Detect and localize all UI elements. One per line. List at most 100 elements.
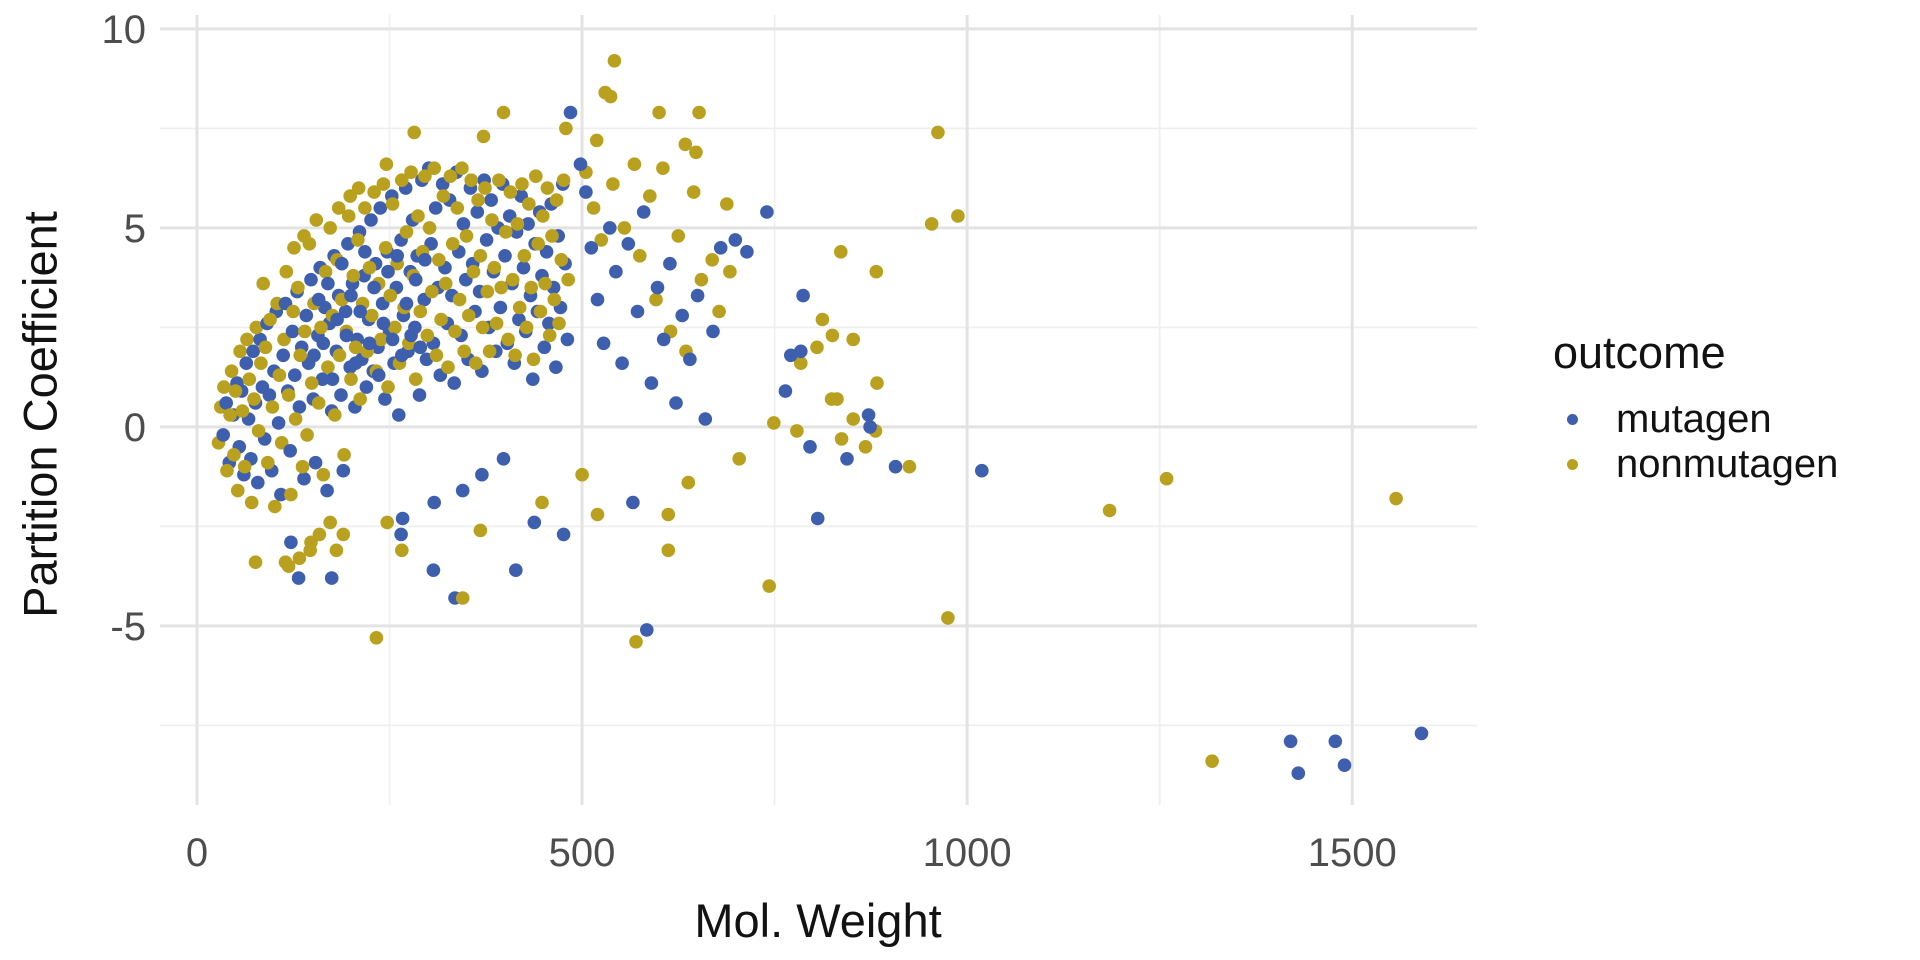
data-point-mutagen bbox=[424, 237, 438, 251]
data-point-mutagen bbox=[456, 217, 471, 231]
data-point-nonmutagen bbox=[385, 197, 400, 211]
data-point-nonmutagen bbox=[529, 169, 543, 183]
data-point-nonmutagen bbox=[312, 527, 327, 542]
data-point-nonmutagen bbox=[374, 332, 388, 347]
data-point-nonmutagen bbox=[318, 264, 333, 279]
legend-item-nonmutagen: nonmutagen bbox=[1553, 442, 1838, 487]
data-point-nonmutagen bbox=[505, 272, 520, 287]
data-point-nonmutagen bbox=[834, 432, 849, 446]
data-point-nonmutagen bbox=[522, 197, 536, 211]
x-tick-label: 1000 bbox=[923, 831, 1012, 875]
data-point-nonmutagen bbox=[512, 300, 527, 315]
data-point-nonmutagen bbox=[462, 308, 476, 323]
data-point-nonmutagen bbox=[452, 292, 467, 307]
data-point-nonmutagen bbox=[256, 276, 271, 291]
data-point-mutagen bbox=[596, 336, 611, 351]
data-point-nonmutagen bbox=[552, 316, 566, 331]
data-point-mutagen bbox=[412, 388, 427, 402]
data-point-mutagen bbox=[408, 272, 423, 287]
data-point-mutagen bbox=[760, 205, 774, 219]
data-point-mutagen bbox=[307, 348, 321, 363]
data-point-nonmutagen bbox=[606, 177, 620, 191]
data-point-nonmutagen bbox=[590, 507, 605, 522]
data-point-nonmutagen bbox=[732, 452, 746, 466]
data-point-mutagen bbox=[1328, 734, 1343, 749]
data-point-mutagen bbox=[276, 348, 291, 363]
data-point-nonmutagen bbox=[480, 284, 495, 299]
data-point-nonmutagen bbox=[279, 264, 294, 279]
legend-item-mutagen: mutagen bbox=[1553, 397, 1838, 442]
data-point-nonmutagen bbox=[251, 424, 266, 438]
data-point-nonmutagen bbox=[436, 189, 451, 203]
data-point-mutagen bbox=[418, 252, 432, 267]
data-point-nonmutagen bbox=[561, 272, 575, 287]
data-point-nonmutagen bbox=[542, 328, 557, 343]
data-point-nonmutagen bbox=[902, 459, 917, 474]
data-point-nonmutagen bbox=[678, 137, 693, 152]
data-point-mutagen bbox=[304, 272, 318, 287]
data-point-mutagen bbox=[371, 368, 386, 383]
data-point-nonmutagen bbox=[694, 272, 709, 287]
data-point-mutagen bbox=[794, 344, 808, 359]
data-point-mutagen bbox=[706, 324, 720, 339]
data-point-nonmutagen bbox=[790, 424, 804, 438]
data-point-mutagen bbox=[315, 372, 330, 387]
data-point-mutagen bbox=[394, 527, 408, 542]
data-point-nonmutagen bbox=[314, 320, 328, 335]
data-point-nonmutagen bbox=[220, 463, 234, 478]
data-point-nonmutagen bbox=[531, 237, 545, 251]
data-point-nonmutagen bbox=[499, 225, 513, 239]
data-point-nonmutagen bbox=[475, 320, 490, 335]
data-point-mutagen bbox=[404, 328, 418, 343]
data-point-nonmutagen bbox=[227, 448, 241, 462]
data-point-nonmutagen bbox=[379, 157, 394, 171]
data-point-nonmutagen bbox=[450, 201, 465, 215]
data-point-mutagen bbox=[484, 193, 499, 207]
data-point-nonmutagen bbox=[661, 507, 676, 522]
data-point-mutagen bbox=[399, 296, 414, 311]
data-point-nonmutagen bbox=[473, 523, 488, 538]
data-point-nonmutagen bbox=[321, 360, 335, 375]
data-point-mutagen bbox=[344, 288, 358, 303]
data-point-nonmutagen bbox=[407, 125, 422, 140]
data-point-nonmutagen bbox=[643, 189, 657, 203]
data-point-nonmutagen bbox=[671, 229, 686, 243]
data-point-mutagen bbox=[284, 535, 298, 550]
nonmutagen-dot-icon bbox=[1567, 459, 1578, 470]
data-point-nonmutagen bbox=[231, 483, 245, 498]
mutagen-dot-icon bbox=[1567, 414, 1578, 425]
data-point-nonmutagen bbox=[328, 408, 342, 422]
data-point-mutagen bbox=[311, 292, 326, 307]
data-point-mutagen bbox=[292, 400, 307, 414]
data-point-nonmutagen bbox=[341, 209, 356, 223]
data-point-mutagen bbox=[338, 304, 353, 319]
data-point-nonmutagen bbox=[445, 237, 460, 251]
data-point-mutagen bbox=[621, 237, 636, 251]
data-point-nonmutagen bbox=[224, 364, 239, 379]
data-point-mutagen bbox=[690, 288, 705, 303]
data-point-nonmutagen bbox=[300, 428, 314, 442]
data-point-nonmutagen bbox=[496, 105, 511, 120]
data-point-nonmutagen bbox=[443, 169, 458, 183]
data-point-nonmutagen bbox=[661, 543, 676, 558]
data-point-mutagen bbox=[516, 260, 531, 275]
data-point-nonmutagen bbox=[815, 312, 830, 327]
data-point-nonmutagen bbox=[473, 249, 488, 263]
data-point-mutagen bbox=[426, 563, 441, 577]
data-point-mutagen bbox=[373, 201, 388, 215]
data-point-mutagen bbox=[427, 495, 442, 510]
data-point-nonmutagen bbox=[404, 165, 418, 179]
data-point-mutagen bbox=[683, 352, 697, 367]
data-point-mutagen bbox=[636, 205, 651, 219]
data-point-nonmutagen bbox=[508, 348, 522, 363]
data-point-mutagen bbox=[308, 455, 323, 470]
data-point-nonmutagen bbox=[284, 487, 298, 502]
data-point-nonmutagen bbox=[411, 209, 425, 223]
data-point-nonmutagen bbox=[681, 475, 696, 490]
data-point-nonmutagen bbox=[858, 440, 873, 454]
data-point-nonmutagen bbox=[589, 133, 604, 148]
data-point-nonmutagen bbox=[311, 396, 326, 410]
data-point-nonmutagen bbox=[510, 217, 525, 231]
